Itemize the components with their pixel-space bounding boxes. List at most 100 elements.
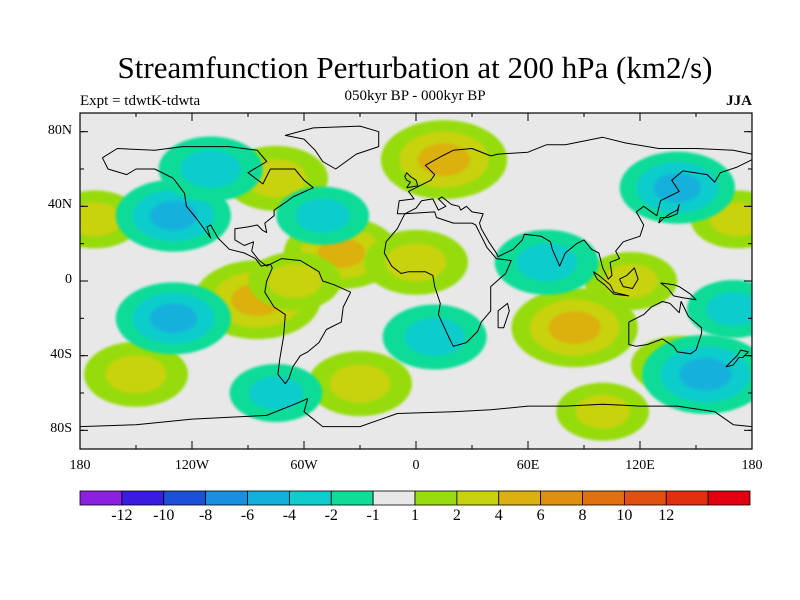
coastline-new-zealand <box>725 349 749 368</box>
contour-level-2 <box>706 292 752 326</box>
lon-tick-label: 0 <box>412 458 420 473</box>
lon-tick-label: 60E <box>516 458 540 473</box>
colorbar-label: 6 <box>536 507 545 524</box>
colorbar-label: 4 <box>494 507 503 524</box>
contour-level-4 <box>149 200 198 231</box>
colorbar-label: 1 <box>411 507 419 524</box>
colorbar-swatch <box>121 490 165 506</box>
coastline-borneo <box>619 267 639 289</box>
coastline-greenland <box>284 125 380 170</box>
colorbar-swatch <box>456 490 500 506</box>
colorbar-swatch <box>288 490 332 506</box>
contour-level-2 <box>575 394 630 429</box>
colorbar-label: -8 <box>198 507 213 524</box>
contour-level-4 <box>418 143 470 176</box>
contour-level-2 <box>603 264 658 298</box>
positive-anomaly-8 <box>308 351 412 417</box>
colorbar-swatch <box>582 490 625 506</box>
contour-level-2 <box>295 198 350 233</box>
positive-anomaly-9 <box>584 252 678 310</box>
contour-level-4 <box>679 358 732 391</box>
positive-anomaly-0 <box>380 120 508 200</box>
colorbar-label: 10 <box>616 507 633 524</box>
negative-anomaly-17 <box>158 136 263 202</box>
lat-tick-label: 80N <box>47 122 72 138</box>
colorbar-swatch <box>707 490 751 506</box>
coastline-asia-south <box>397 159 752 280</box>
contour-level-2 <box>329 364 391 403</box>
colorbar-swatch <box>372 490 416 506</box>
time-range-subtitle: 050kyr BP - 000kyr BP <box>344 88 486 104</box>
coastline-africa <box>383 211 512 347</box>
contour-level-2 <box>248 376 304 410</box>
contour-level-2 <box>80 202 123 237</box>
positive-anomaly-13 <box>556 382 650 441</box>
coastline-north-america <box>101 146 314 267</box>
coastline-antarctica <box>80 398 752 428</box>
lat-tick-label: 40S <box>50 346 72 362</box>
colorbar-label: -6 <box>240 507 255 524</box>
positive-anomaly-7 <box>84 341 188 407</box>
colorbar-swatch <box>623 490 667 506</box>
coastline-madagascar <box>497 302 510 329</box>
colorbar-swatch <box>163 490 207 506</box>
colorbar-swatch <box>330 490 374 506</box>
negative-anomaly-16 <box>642 334 752 414</box>
negative-anomaly-14 <box>115 282 231 355</box>
coastline-australia <box>628 301 703 355</box>
colorbar-swatch <box>205 490 248 506</box>
plot-title: Streamfunction Perturbation at 200 hPa (… <box>117 50 713 85</box>
lat-tick-label: 0 <box>65 272 72 287</box>
colorbar-label: -4 <box>282 507 297 524</box>
experiment-label: Expt = tdwtK-tdwta <box>80 93 201 109</box>
lat-tick-label: 80S <box>50 421 72 437</box>
lon-tick-label: 180 <box>69 458 91 473</box>
positive-anomaly-2 <box>364 229 468 295</box>
colorbar-label: 12 <box>658 507 675 524</box>
colorbar-label: 8 <box>578 507 587 524</box>
positive-anomaly-5 <box>248 252 342 310</box>
colorbar-swatch <box>79 490 123 506</box>
negative-anomaly-23 <box>686 280 752 338</box>
contour-level-4 <box>149 303 198 334</box>
colorbar <box>79 490 751 506</box>
colorbar-label: -12 <box>111 507 133 524</box>
contour-level-2 <box>385 243 447 282</box>
contour-level-4 <box>653 172 702 203</box>
coastline-new-guinea <box>660 282 697 301</box>
lon-tick-label: 120W <box>174 458 210 473</box>
colorbar-swatch <box>498 490 542 506</box>
contour-level-2 <box>105 355 167 394</box>
coastline-uk <box>404 172 419 189</box>
colorbar-swatch <box>540 490 583 506</box>
coastline-south-america <box>264 258 352 385</box>
colorbar-swatch <box>247 490 290 506</box>
lat-tick-label: 40N <box>47 197 72 213</box>
coastline-sumatra-java <box>592 271 630 297</box>
negative-anomaly-18 <box>494 229 599 295</box>
lon-tick-label: 60W <box>290 458 318 473</box>
anomaly-features <box>80 120 752 441</box>
contour-level-2 <box>267 264 322 298</box>
contour-level-2 <box>404 318 465 356</box>
contour-level-4 <box>548 311 601 344</box>
colorbar-label: -10 <box>153 507 175 524</box>
axis-ticks <box>79 113 753 449</box>
negative-anomaly-22 <box>229 364 323 422</box>
colorbar-label: -2 <box>324 507 338 524</box>
coastline-europe-asia <box>396 136 752 214</box>
lon-tick-label: 180 <box>741 458 763 473</box>
negative-anomaly-21 <box>276 186 370 245</box>
contour-level-2 <box>516 243 577 282</box>
colorbar-label: -1 <box>366 507 380 524</box>
negative-anomaly-19 <box>619 151 735 224</box>
coastline-japan <box>658 204 680 224</box>
positive-anomaly-6 <box>511 288 638 368</box>
contour-level-4 <box>317 238 366 268</box>
coastlines <box>80 125 752 428</box>
colorbar-swatch <box>665 490 709 506</box>
negative-anomaly-20 <box>382 304 487 370</box>
lon-tick-label: 120E <box>625 458 655 473</box>
season-label: JJA <box>726 93 752 109</box>
